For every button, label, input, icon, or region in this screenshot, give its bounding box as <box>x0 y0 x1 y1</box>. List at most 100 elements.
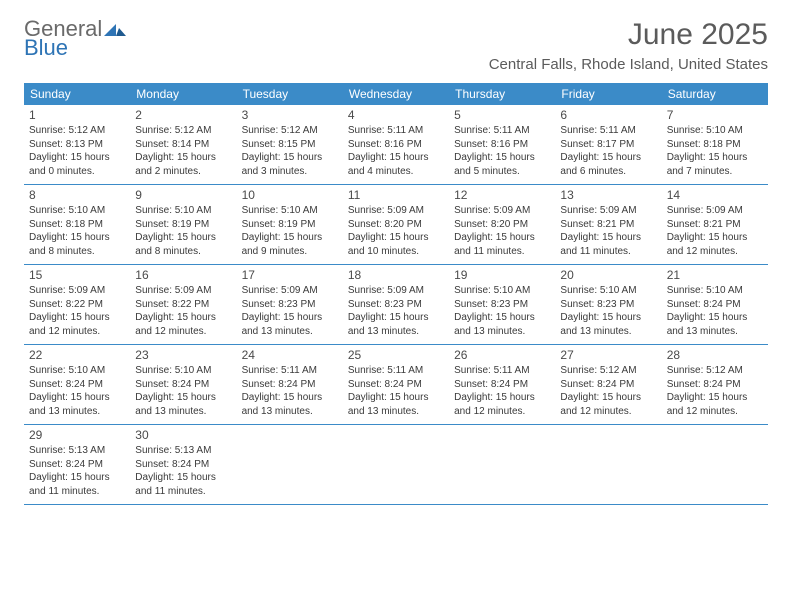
day-info: Sunrise: 5:13 AMSunset: 8:24 PMDaylight:… <box>135 444 231 498</box>
day-info: Sunrise: 5:10 AMSunset: 8:24 PMDaylight:… <box>667 284 763 338</box>
day-info: Sunrise: 5:12 AMSunset: 8:24 PMDaylight:… <box>560 364 656 418</box>
sunrise-line: Sunrise: 5:11 AM <box>454 364 550 378</box>
sunrise-line: Sunrise: 5:12 AM <box>29 124 125 138</box>
sunrise-line: Sunrise: 5:11 AM <box>454 124 550 138</box>
sunset-line: Sunset: 8:21 PM <box>560 218 656 232</box>
day-number: 12 <box>454 188 550 202</box>
weekday-header-row: SundayMondayTuesdayWednesdayThursdayFrid… <box>24 83 768 105</box>
daylight-line: Daylight: 15 hours and 3 minutes. <box>242 151 338 178</box>
daylight-line: Daylight: 15 hours and 13 minutes. <box>29 391 125 418</box>
daylight-line: Daylight: 15 hours and 13 minutes. <box>348 311 444 338</box>
daylight-line: Daylight: 15 hours and 12 minutes. <box>135 311 231 338</box>
sunrise-line: Sunrise: 5:09 AM <box>348 284 444 298</box>
sunrise-line: Sunrise: 5:10 AM <box>29 364 125 378</box>
sunset-line: Sunset: 8:24 PM <box>348 378 444 392</box>
weekday-header: Thursday <box>449 83 555 105</box>
daylight-line: Daylight: 15 hours and 13 minutes. <box>135 391 231 418</box>
daylight-line: Daylight: 15 hours and 12 minutes. <box>667 231 763 258</box>
calendar-day: 20Sunrise: 5:10 AMSunset: 8:23 PMDayligh… <box>555 265 661 344</box>
sunrise-line: Sunrise: 5:10 AM <box>135 204 231 218</box>
sunset-line: Sunset: 8:24 PM <box>29 458 125 472</box>
daylight-line: Daylight: 15 hours and 0 minutes. <box>29 151 125 178</box>
day-number: 15 <box>29 268 125 282</box>
calendar-day: 11Sunrise: 5:09 AMSunset: 8:20 PMDayligh… <box>343 185 449 264</box>
calendar-day: 17Sunrise: 5:09 AMSunset: 8:23 PMDayligh… <box>237 265 343 344</box>
day-info: Sunrise: 5:09 AMSunset: 8:20 PMDaylight:… <box>454 204 550 258</box>
sunrise-line: Sunrise: 5:10 AM <box>560 284 656 298</box>
calendar-day: 6Sunrise: 5:11 AMSunset: 8:17 PMDaylight… <box>555 105 661 184</box>
sunset-line: Sunset: 8:15 PM <box>242 138 338 152</box>
day-number: 25 <box>348 348 444 362</box>
calendar-day: 9Sunrise: 5:10 AMSunset: 8:19 PMDaylight… <box>130 185 236 264</box>
sunset-line: Sunset: 8:18 PM <box>667 138 763 152</box>
sunrise-line: Sunrise: 5:09 AM <box>667 204 763 218</box>
day-info: Sunrise: 5:09 AMSunset: 8:23 PMDaylight:… <box>242 284 338 338</box>
calendar-week: 29Sunrise: 5:13 AMSunset: 8:24 PMDayligh… <box>24 425 768 505</box>
sunset-line: Sunset: 8:24 PM <box>667 378 763 392</box>
day-number: 5 <box>454 108 550 122</box>
day-info: Sunrise: 5:12 AMSunset: 8:24 PMDaylight:… <box>667 364 763 418</box>
daylight-line: Daylight: 15 hours and 12 minutes. <box>560 391 656 418</box>
daylight-line: Daylight: 15 hours and 11 minutes. <box>135 471 231 498</box>
daylight-line: Daylight: 15 hours and 4 minutes. <box>348 151 444 178</box>
sunrise-line: Sunrise: 5:09 AM <box>242 284 338 298</box>
daylight-line: Daylight: 15 hours and 11 minutes. <box>454 231 550 258</box>
sunrise-line: Sunrise: 5:10 AM <box>135 364 231 378</box>
day-number: 18 <box>348 268 444 282</box>
daylight-line: Daylight: 15 hours and 5 minutes. <box>454 151 550 178</box>
day-info: Sunrise: 5:09 AMSunset: 8:22 PMDaylight:… <box>29 284 125 338</box>
day-number: 8 <box>29 188 125 202</box>
sunset-line: Sunset: 8:23 PM <box>454 298 550 312</box>
weekday-header: Monday <box>130 83 236 105</box>
sunrise-line: Sunrise: 5:10 AM <box>454 284 550 298</box>
calendar-day: 2Sunrise: 5:12 AMSunset: 8:14 PMDaylight… <box>130 105 236 184</box>
header: General Blue June 2025 Central Falls, Rh… <box>24 18 768 73</box>
day-number: 30 <box>135 428 231 442</box>
sunrise-line: Sunrise: 5:13 AM <box>135 444 231 458</box>
logo: General Blue <box>24 18 126 59</box>
calendar-day: 18 Sunrise: 5:09 AMSunset: 8:23 PMDayligh… <box>343 265 449 344</box>
daylight-line: Daylight: 15 hours and 13 minutes. <box>560 311 656 338</box>
day-number: 26 <box>454 348 550 362</box>
sunrise-line: Sunrise: 5:11 AM <box>348 364 444 378</box>
calendar-day: 1Sunrise: 5:12 AMSunset: 8:13 PMDaylight… <box>24 105 130 184</box>
day-info: Sunrise: 5:09 AMSunset: 8:23 PMDaylight:… <box>348 284 444 338</box>
title-block: June 2025 Central Falls, Rhode Island, U… <box>489 18 768 73</box>
calendar-day: 28Sunrise: 5:12 AMSunset: 8:24 PMDayligh… <box>662 345 768 424</box>
daylight-line: Daylight: 15 hours and 12 minutes. <box>667 391 763 418</box>
calendar-week: 8Sunrise: 5:10 AMSunset: 8:18 PMDaylight… <box>24 185 768 265</box>
calendar-day: 19Sunrise: 5:10 AMSunset: 8:23 PMDayligh… <box>449 265 555 344</box>
day-number: 6 <box>560 108 656 122</box>
day-info: Sunrise: 5:10 AMSunset: 8:23 PMDaylight:… <box>560 284 656 338</box>
weekday-header: Wednesday <box>343 83 449 105</box>
sunset-line: Sunset: 8:23 PM <box>348 298 444 312</box>
sunrise-line: Sunrise: 5:10 AM <box>667 124 763 138</box>
sunset-line: Sunset: 8:23 PM <box>560 298 656 312</box>
daylight-line: Daylight: 15 hours and 9 minutes. <box>242 231 338 258</box>
daylight-line: Daylight: 15 hours and 13 minutes. <box>348 391 444 418</box>
weekday-header: Saturday <box>662 83 768 105</box>
calendar-day: 25 Sunrise: 5:11 AMSunset: 8:24 PMDayligh… <box>343 345 449 424</box>
sunrise-line: Sunrise: 5:09 AM <box>135 284 231 298</box>
calendar-day: 26Sunrise: 5:11 AMSunset: 8:24 PMDayligh… <box>449 345 555 424</box>
day-number: 14 <box>667 188 763 202</box>
sunset-line: Sunset: 8:24 PM <box>29 378 125 392</box>
sunrise-line: Sunrise: 5:10 AM <box>29 204 125 218</box>
daylight-line: Daylight: 15 hours and 8 minutes. <box>29 231 125 258</box>
sunset-line: Sunset: 8:24 PM <box>667 298 763 312</box>
day-number: 19 <box>454 268 550 282</box>
calendar-day: 29Sunrise: 5:13 AMSunset: 8:24 PMDayligh… <box>24 425 130 504</box>
day-info: Sunrise: 5:10 AMSunset: 8:24 PMDaylight:… <box>29 364 125 418</box>
sunrise-line: Sunrise: 5:12 AM <box>242 124 338 138</box>
day-number: 22 <box>29 348 125 362</box>
day-info: Sunrise: 5:13 AMSunset: 8:24 PMDaylight:… <box>29 444 125 498</box>
weekday-header: Friday <box>555 83 661 105</box>
sunrise-line: Sunrise: 5:12 AM <box>560 364 656 378</box>
day-info: Sunrise: 5:11 AMSunset: 8:16 PMDaylight:… <box>454 124 550 178</box>
day-number: 2 <box>135 108 231 122</box>
day-number: 16 <box>135 268 231 282</box>
sunrise-line: Sunrise: 5:10 AM <box>242 204 338 218</box>
calendar-day: 15 Sunrise: 5:09 AMSunset: 8:22 PMDayligh… <box>24 265 130 344</box>
sunset-line: Sunset: 8:16 PM <box>454 138 550 152</box>
logo-mark-icon <box>104 22 126 41</box>
